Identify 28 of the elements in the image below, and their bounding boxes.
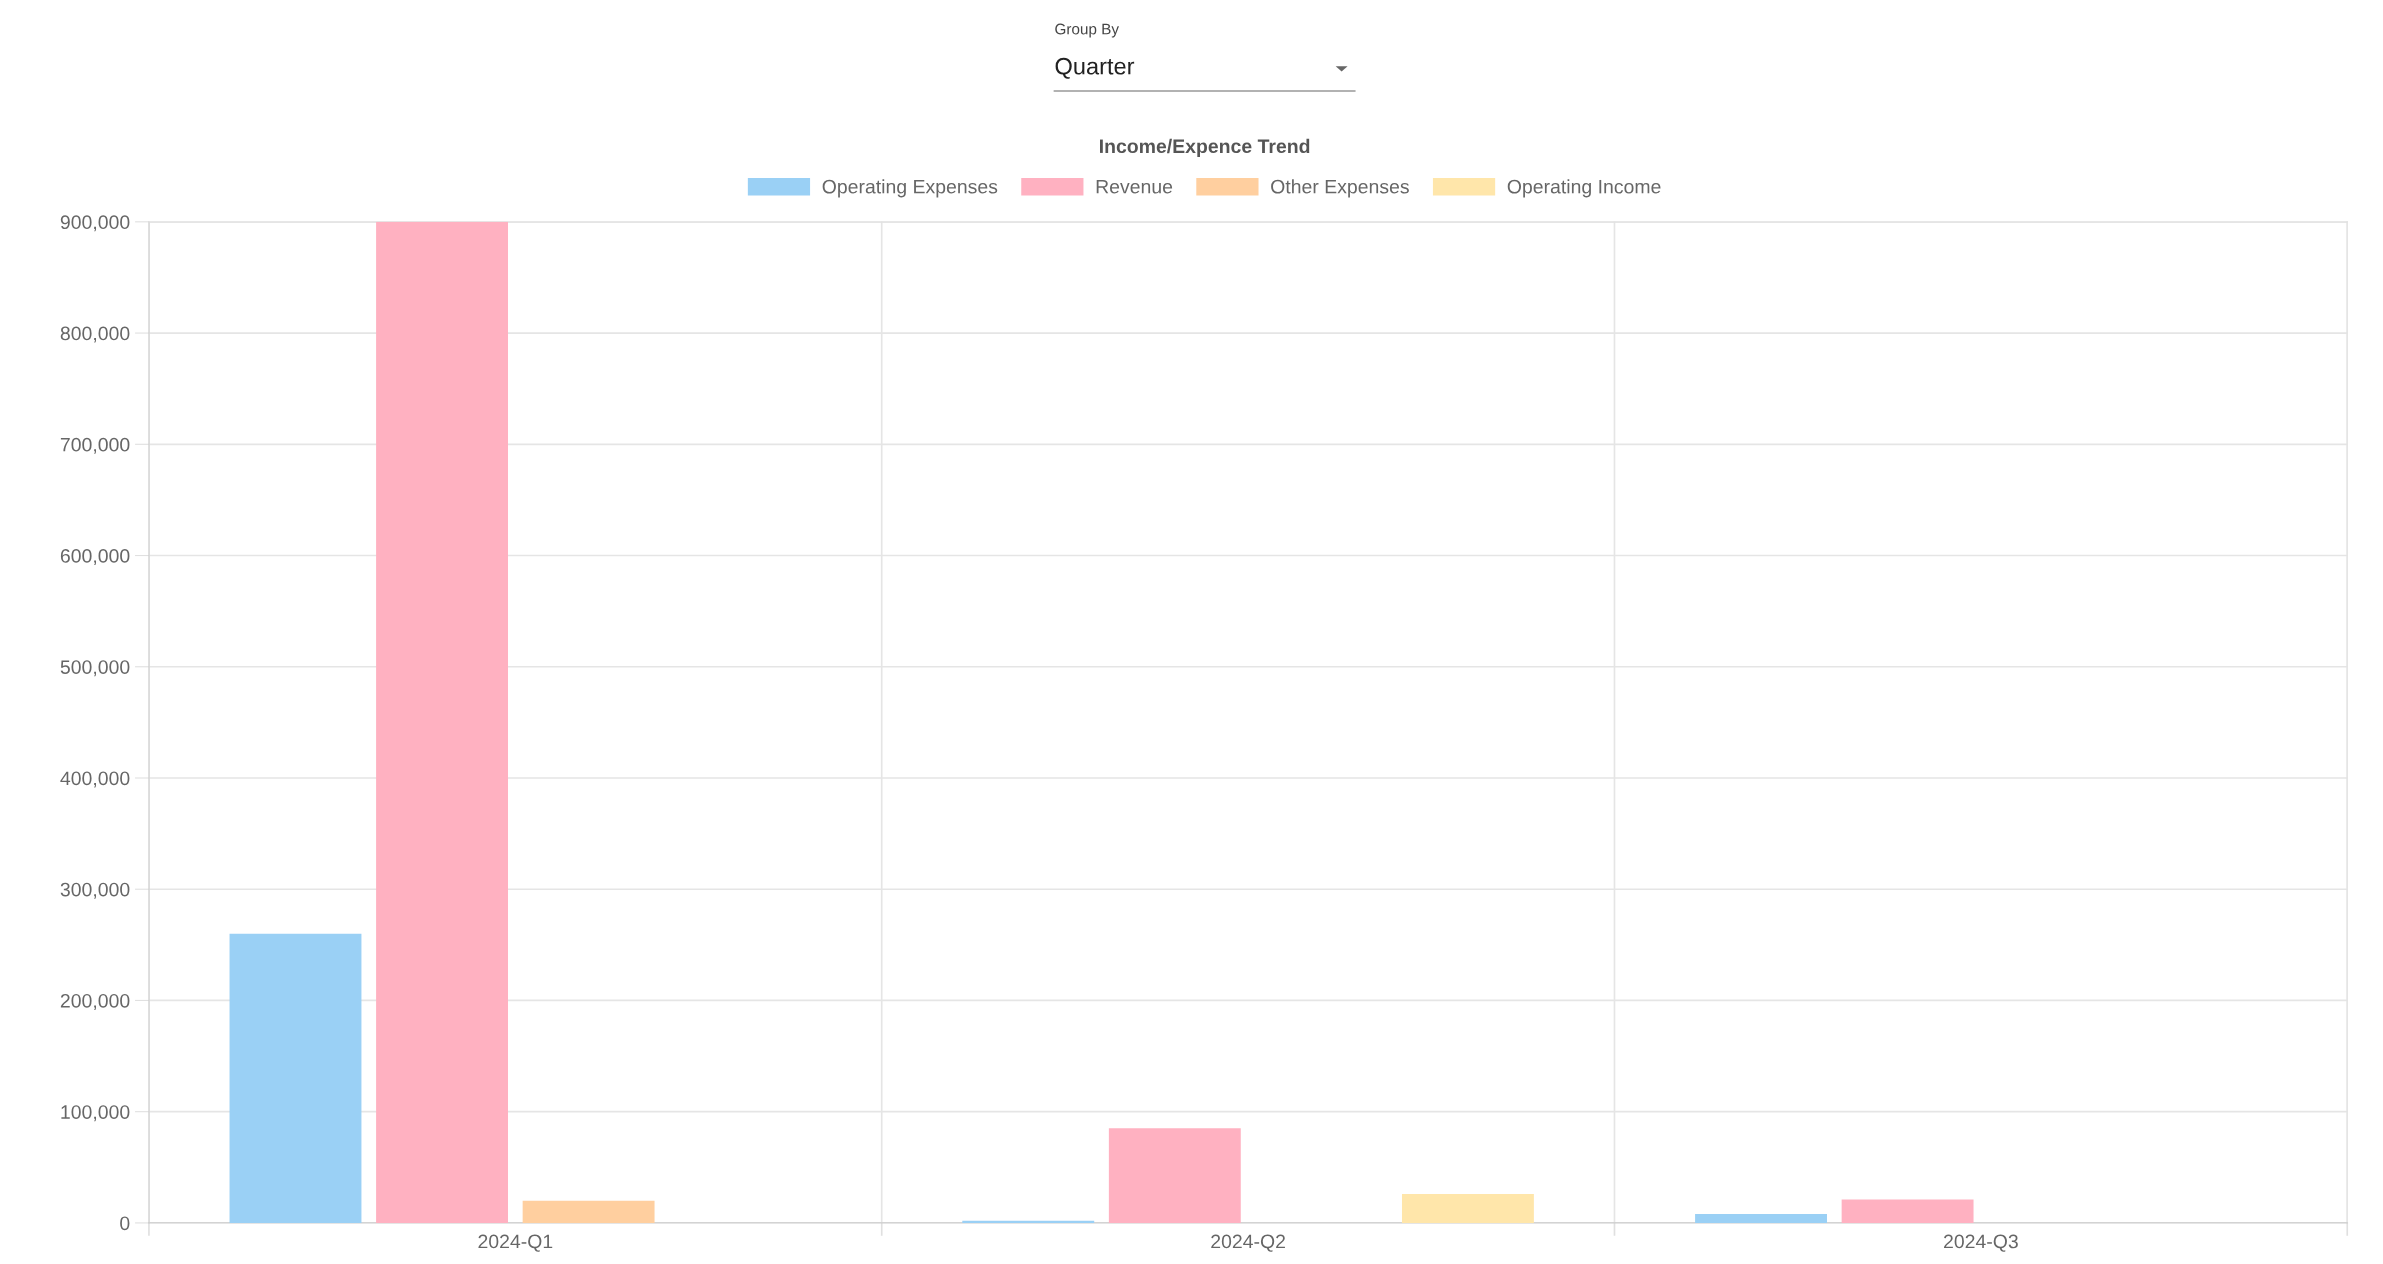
bar xyxy=(1695,1214,1827,1223)
y-tick-label: 900,000 xyxy=(60,215,130,232)
x-tick-label: 2024-Q3 xyxy=(1944,1234,2018,1252)
legend-label: Other Expenses xyxy=(1271,179,1409,198)
y-tick-label: 500,000 xyxy=(60,660,130,677)
y-tick-label: 300,000 xyxy=(60,882,130,899)
legend-label: Revenue xyxy=(1096,179,1173,194)
bar xyxy=(1108,1128,1241,1223)
bar xyxy=(522,1200,655,1223)
text: Group By xyxy=(1055,23,1119,38)
y-tick-label: 100,000 xyxy=(61,1105,130,1122)
bar xyxy=(229,933,362,1223)
bar xyxy=(1841,1199,1974,1223)
x-tick-label: 2024-Q2 xyxy=(1211,1234,1285,1252)
y-tick-label: 0 xyxy=(120,1216,130,1231)
legend-label: Operating Expenses xyxy=(822,179,998,198)
bar xyxy=(1401,1194,1534,1223)
bar xyxy=(962,1220,1095,1223)
y-tick-label: 200,000 xyxy=(60,993,130,1010)
x-tick-label: 2024-Q1 xyxy=(478,1234,553,1252)
y-tick-label: 700,000 xyxy=(60,437,130,454)
y-tick-label: 800,000 xyxy=(60,326,130,343)
y-tick-label: 600,000 xyxy=(60,549,130,566)
chart-title: Income/Expence Trend xyxy=(1100,138,1310,157)
bar xyxy=(376,221,508,1223)
legend-label: Operating Income xyxy=(1507,179,1661,198)
text: Quarter xyxy=(1055,57,1135,79)
y-tick-label: 400,000 xyxy=(60,771,130,788)
